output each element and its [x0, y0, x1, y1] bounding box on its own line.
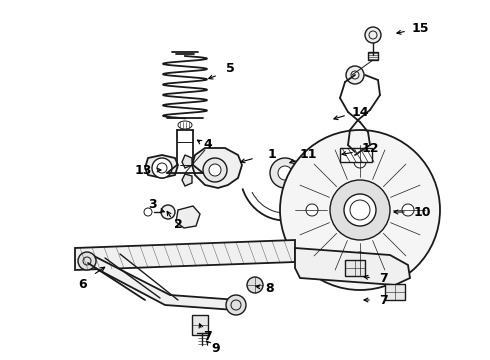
Circle shape — [402, 204, 414, 216]
Circle shape — [247, 277, 263, 293]
Circle shape — [346, 66, 364, 84]
Circle shape — [278, 166, 292, 180]
Circle shape — [354, 252, 366, 264]
Text: 3: 3 — [147, 198, 156, 211]
Polygon shape — [145, 155, 178, 178]
Circle shape — [365, 27, 381, 43]
Polygon shape — [385, 284, 405, 300]
Text: 6: 6 — [79, 278, 87, 291]
Text: 12: 12 — [361, 141, 379, 154]
Polygon shape — [340, 148, 372, 162]
Text: 11: 11 — [299, 148, 317, 162]
Circle shape — [209, 164, 221, 176]
Polygon shape — [75, 240, 295, 270]
Circle shape — [344, 194, 376, 226]
Text: 2: 2 — [173, 217, 182, 230]
Circle shape — [226, 295, 246, 315]
Polygon shape — [80, 253, 238, 310]
Text: 7: 7 — [379, 273, 388, 285]
Polygon shape — [192, 148, 242, 188]
Text: 15: 15 — [411, 22, 429, 35]
Text: 4: 4 — [204, 139, 212, 152]
Circle shape — [152, 158, 172, 178]
Polygon shape — [368, 52, 378, 60]
Text: 13: 13 — [134, 163, 152, 176]
Circle shape — [203, 158, 227, 182]
Text: 7: 7 — [379, 293, 388, 306]
Text: 14: 14 — [351, 105, 369, 118]
Polygon shape — [192, 315, 208, 335]
Polygon shape — [182, 155, 192, 168]
Circle shape — [280, 130, 440, 290]
Circle shape — [270, 158, 300, 188]
Polygon shape — [295, 248, 410, 285]
Circle shape — [161, 205, 175, 219]
Text: 7: 7 — [203, 329, 211, 342]
Text: 9: 9 — [212, 342, 220, 355]
Text: 10: 10 — [413, 207, 431, 220]
Ellipse shape — [178, 121, 192, 129]
Circle shape — [330, 180, 390, 240]
Polygon shape — [182, 174, 192, 186]
Text: 8: 8 — [266, 282, 274, 294]
Circle shape — [306, 204, 318, 216]
Text: 1: 1 — [268, 148, 276, 162]
Polygon shape — [176, 206, 200, 228]
Polygon shape — [345, 260, 365, 276]
Circle shape — [354, 156, 366, 168]
Circle shape — [78, 252, 96, 270]
Text: 5: 5 — [225, 62, 234, 75]
